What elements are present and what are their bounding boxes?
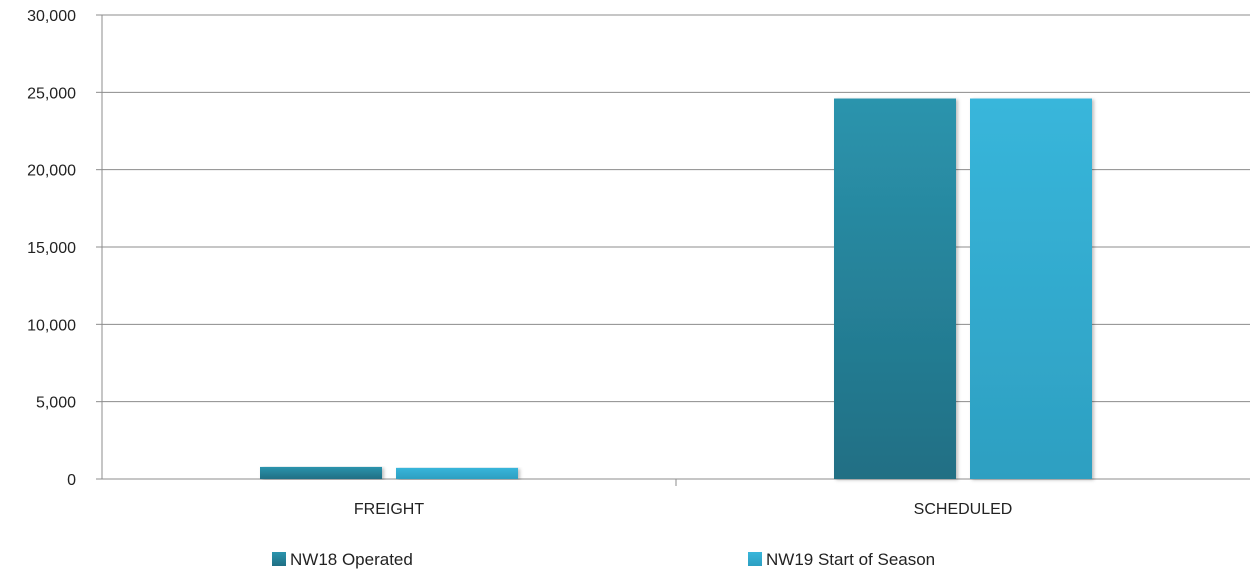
x-tick-label: SCHEDULED (914, 501, 1013, 518)
legend-swatch (748, 552, 762, 566)
bar-freight-series-2 (396, 467, 518, 479)
legend-swatch (272, 552, 286, 566)
legend-label: NW18 Operated (290, 550, 413, 569)
y-tick-label: 20,000 (27, 163, 76, 180)
legend-label: NW19 Start of Season (766, 550, 935, 569)
bars (260, 98, 1092, 480)
y-tick-label: 5,000 (36, 395, 76, 412)
x-tick-label: FREIGHT (354, 501, 424, 518)
y-tick-label: 30,000 (27, 8, 76, 25)
bar-scheduled-series-2 (970, 98, 1092, 480)
bar-scheduled-series-1 (834, 98, 956, 480)
y-tick-labels: 0 5,000 10,000 15,000 20,000 25,000 30,000 (27, 8, 76, 489)
y-tick-label: 25,000 (27, 85, 76, 102)
legend: NW18 Operated NW19 Start of Season (272, 550, 935, 569)
y-tick-label: 0 (67, 472, 76, 489)
bar-freight-series-1 (260, 466, 382, 479)
x-tick-labels: FREIGHT SCHEDULED (354, 501, 1012, 518)
y-tick-label: 15,000 (27, 240, 76, 257)
y-tick-label: 10,000 (27, 317, 76, 334)
